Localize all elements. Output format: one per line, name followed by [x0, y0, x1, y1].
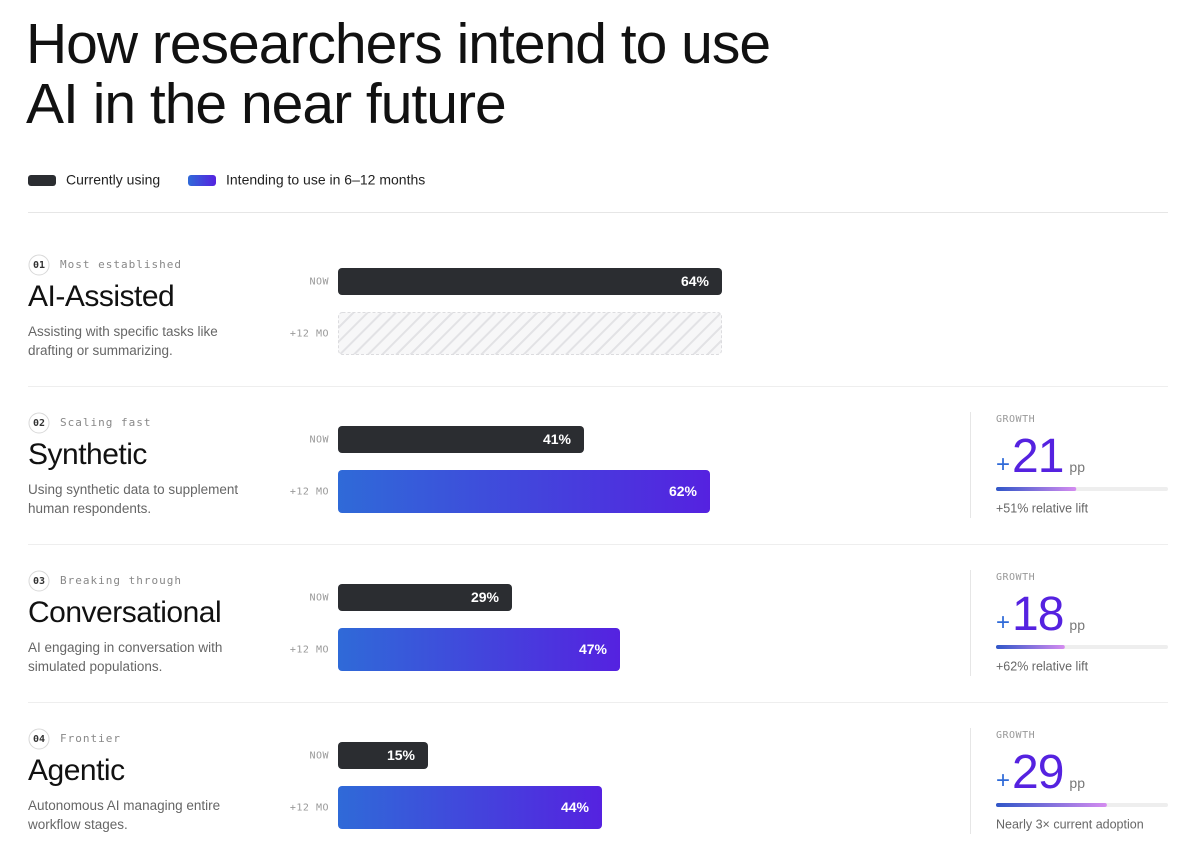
number-badge [28, 254, 50, 276]
row-tag: Scaling fast [60, 416, 151, 429]
row-tag: Frontier [60, 732, 121, 745]
row-label: NOW [309, 751, 329, 762]
growth-number: 21 [1012, 430, 1063, 483]
row-label: NOW [309, 277, 329, 288]
category-label: AI-Assisted [28, 280, 174, 313]
growth-note: +62% relative lift [996, 659, 1089, 673]
growth-sign: + [996, 451, 1010, 478]
bar [338, 584, 512, 611]
growth-label: GROWTH [996, 730, 1035, 741]
growth-note: Nearly 3× current adoption [996, 817, 1144, 831]
growth-number: 29 [1012, 746, 1063, 799]
description: AI engaging in conversation with simulat… [28, 640, 223, 674]
growth-value: +18 pp [996, 588, 1085, 641]
growth-bar [996, 803, 1107, 807]
legend-swatch [28, 175, 56, 186]
growth-sign: + [996, 609, 1010, 636]
bar [338, 786, 602, 829]
growth-bar [996, 645, 1065, 649]
row-number: 01 [33, 260, 45, 271]
value-label: 64% [681, 273, 710, 289]
growth-bar [996, 487, 1077, 491]
growth-unit: pp [1069, 775, 1085, 791]
value-label: 15% [387, 747, 416, 763]
bar [338, 742, 428, 769]
number-badge [28, 412, 50, 434]
description: Assisting with specific tasks like draft… [28, 324, 218, 358]
growth-number: 18 [1012, 588, 1063, 641]
bar [338, 426, 584, 453]
growth-unit: pp [1069, 617, 1085, 633]
growth-note: +51% relative lift [996, 501, 1089, 515]
description: Autonomous AI managing entire workflow s… [28, 798, 221, 832]
value-label: 41% [543, 431, 572, 447]
value-label: 62% [669, 483, 698, 499]
row-label: +12 MO [290, 645, 329, 656]
row-label: +12 MO [290, 487, 329, 498]
value-label: 44% [561, 799, 590, 815]
row-tag: Breaking through [60, 574, 182, 587]
row-label: +12 MO [290, 329, 329, 340]
growth-unit: pp [1069, 459, 1085, 475]
legend-swatch [188, 175, 216, 186]
bar [338, 268, 722, 295]
growth-value: +21 pp [996, 430, 1085, 483]
growth-label: GROWTH [996, 414, 1035, 425]
growth-sign: + [996, 767, 1010, 794]
row-label: NOW [309, 593, 329, 604]
legend-label: Currently using [66, 172, 160, 188]
legend-label: Intending to use in 6–12 months [226, 172, 425, 188]
row-label: +12 MO [290, 803, 329, 814]
row-label: NOW [309, 435, 329, 446]
chart-title: How researchers intend to use AI in the … [26, 12, 771, 136]
value-label: 47% [579, 641, 608, 657]
row-number: 04 [33, 734, 45, 745]
number-badge [28, 570, 50, 592]
bar [338, 470, 710, 513]
growth-label: GROWTH [996, 572, 1035, 583]
description: Using synthetic data to supplement human… [28, 482, 239, 516]
number-badge [28, 728, 50, 750]
category-label: Agentic [28, 754, 125, 787]
category-label: Conversational [28, 596, 221, 629]
growth-value: +29 pp [996, 746, 1085, 799]
value-label: 29% [471, 589, 500, 605]
bar [338, 628, 620, 671]
category-label: Synthetic [28, 438, 147, 471]
row-number: 02 [33, 418, 45, 429]
placeholder-bar [338, 312, 722, 355]
row-tag: Most established [60, 258, 182, 271]
row-number: 03 [33, 576, 45, 587]
